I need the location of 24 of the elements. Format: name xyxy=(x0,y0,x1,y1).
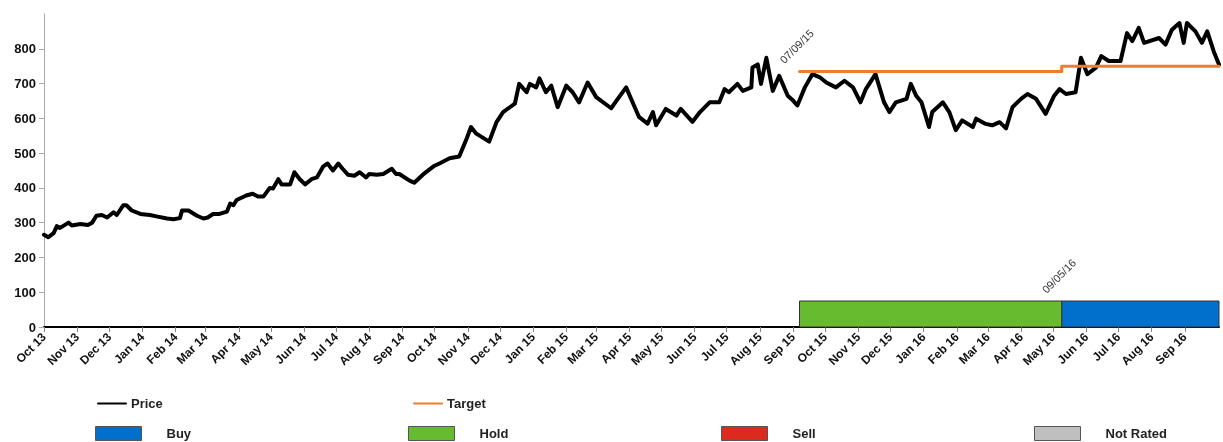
legend-label: Sell xyxy=(792,426,816,441)
y-tick-label: 500 xyxy=(14,145,36,161)
line-series xyxy=(42,21,1221,240)
legend-label: Not Rated xyxy=(1105,426,1167,441)
y-tick-label: 200 xyxy=(14,249,36,265)
legend-label: Price xyxy=(131,396,163,411)
legend-label: Hold xyxy=(479,426,509,441)
y-tick-label: 300 xyxy=(14,215,36,231)
legend-label: Buy xyxy=(166,426,192,441)
x-tick-label: Jun 14 xyxy=(272,329,310,367)
x-tick-label: Jul 14 xyxy=(307,329,342,364)
y-tick-label: 800 xyxy=(14,41,36,57)
x-tick-label: Sep 14 xyxy=(370,329,408,368)
y-tick-label: 100 xyxy=(14,284,36,300)
x-tick-label: Jul 15 xyxy=(697,329,732,364)
x-tick-label: Jun 15 xyxy=(662,329,700,367)
y-tick-label: 700 xyxy=(14,76,36,92)
y-tick-label: 600 xyxy=(14,110,36,126)
y-tick-label: 400 xyxy=(14,180,36,196)
legend-label: Target xyxy=(447,396,487,411)
x-tick-label: Jun 16 xyxy=(1054,329,1092,367)
x-tick-label: Jul 16 xyxy=(1089,329,1124,364)
x-tick-label: Sep 16 xyxy=(1152,329,1190,368)
y-tick-label: 0 xyxy=(28,319,36,335)
